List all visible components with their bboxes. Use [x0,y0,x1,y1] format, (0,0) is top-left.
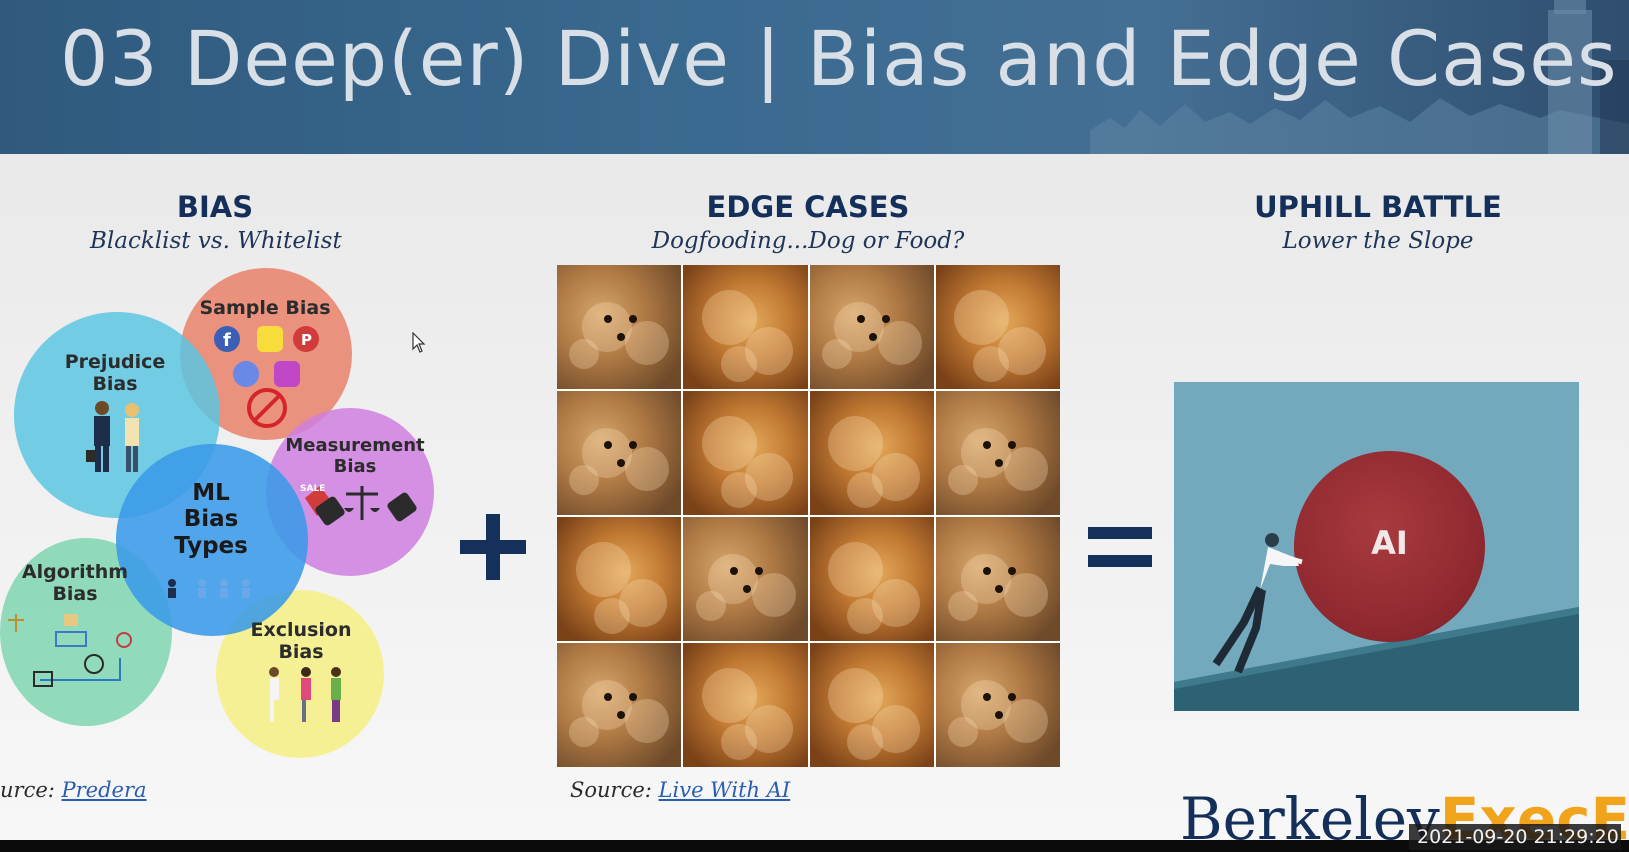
svg-text:P: P [301,331,312,349]
exclusion-bias-label: Exclusion Bias [250,619,352,663]
person-pushing-icon [1212,533,1303,674]
svg-text:f: f [223,330,231,351]
dog-photo-tile [809,265,934,389]
edge-cases-source: Source: Live With AI [570,778,791,802]
edge-cases-heading: EDGE CASES [706,190,910,224]
algorithm-flow-icons [8,614,132,687]
video-bottom-bar [0,840,1629,852]
bias-heading: BIAS [176,190,254,224]
ml-bias-types-label: ML Bias Types [174,480,248,559]
bias-subheading: Blacklist vs. Whitelist [90,228,342,254]
mouse-cursor-icon [412,332,426,353]
slope-ground [1174,607,1579,711]
price-tags-and-scale-icons [305,486,417,526]
fried-chicken-photo-tile [809,643,934,767]
people-icon [86,401,139,472]
fried-chicken-photo-tile [557,517,682,641]
edge-cases-subheading: Dogfooding...Dog or Food? [651,228,965,254]
equals-sign [1088,527,1152,567]
slide-title: 03 Deep(er) Dive | Bias and Edge Cases [60,14,1618,103]
sale-tag: SALE [300,484,326,494]
live-with-ai-link[interactable]: Live With AI [658,778,791,802]
social-icons: f P [214,326,319,428]
slide-header: 03 Deep(er) Dive | Bias and Edge Cases [0,0,1629,154]
diverse-people-icon [269,667,341,722]
ai-boulder: AI [1294,451,1485,642]
ai-label: AI [1371,524,1408,562]
prejudice-bias-label: Prejudice Bias [64,351,166,395]
dog-photo-tile [935,517,1060,641]
fried-chicken-photo-tile [683,265,808,389]
campanile-skyline [1090,0,1629,154]
bias-source: urce: Predera [0,778,147,802]
fried-chicken-photo-tile [809,517,934,641]
dog-photo-tile [557,391,682,515]
fried-chicken-photo-tile [683,643,808,767]
figures-row-icon [168,579,250,598]
measurement-bias-label: Measurement Bias [285,435,425,477]
dog-photo-tile [557,265,682,389]
uphill-illustration: AI [1174,382,1579,711]
fried-chicken-photo-tile [809,391,934,515]
recording-timestamp: 2021-09-20 21:29:20 [1409,824,1621,850]
dog-or-food-grid [557,265,1060,767]
fried-chicken-photo-tile [935,265,1060,389]
predera-link[interactable]: Predera [61,778,147,802]
dog-photo-tile [935,643,1060,767]
uphill-battle-heading: UPHILL BATTLE [1254,190,1502,224]
algorithm-bias-label: Algorithm Bias [21,561,129,605]
sample-bias-label: Sample Bias [199,297,331,319]
uphill-battle-subheading: Lower the Slope [1282,228,1474,254]
dog-photo-tile [557,643,682,767]
ml-bias-types-circle [116,444,308,636]
dog-photo-tile [935,391,1060,515]
dog-photo-tile [683,517,808,641]
fried-chicken-photo-tile [683,391,808,515]
plus-sign [460,514,526,580]
